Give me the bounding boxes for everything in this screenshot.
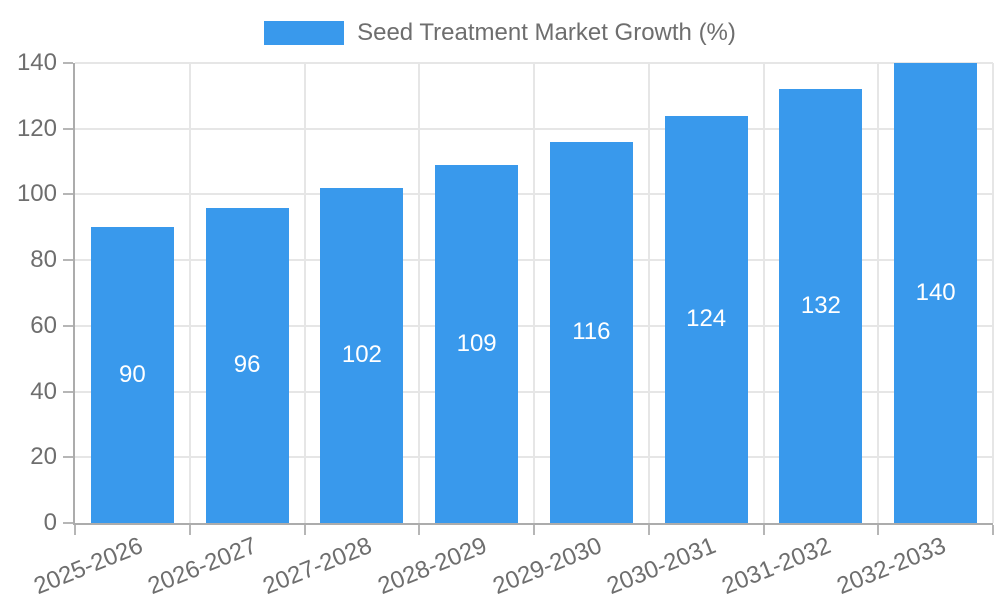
bar-2032-2033[interactable] [894, 63, 978, 523]
y-axis-tick-label: 0 [43, 509, 57, 536]
bar-2029-2030[interactable] [549, 141, 633, 523]
x-gridline [647, 63, 650, 523]
bar-value-label: 140 [915, 279, 956, 306]
bar-2030-2031[interactable] [664, 115, 748, 523]
y-tick-mark [63, 259, 73, 262]
x-tick-mark [418, 525, 421, 535]
x-tick-mark [188, 525, 191, 535]
x-tick-mark [74, 525, 76, 535]
x-axis-tick-label: 2027-2028 [259, 532, 376, 601]
bar-2026-2027[interactable] [205, 207, 289, 523]
y-axis-tick-label: 80 [30, 246, 57, 274]
x-axis-tick-label: 2029-2030 [488, 532, 606, 601]
y-axis-tick-label: 60 [30, 311, 57, 339]
bar-value-label: 90 [119, 361, 146, 389]
x-gridline [877, 63, 880, 523]
x-tick-mark [877, 525, 880, 535]
y-tick-mark [63, 193, 73, 196]
x-tick-mark [992, 525, 994, 535]
x-gridline [418, 63, 421, 523]
x-axis-tick-label: 2032-2033 [832, 532, 950, 601]
x-axis-tick-label: 2026-2027 [144, 532, 261, 601]
legend-swatch [264, 21, 345, 45]
x-axis-tick-label: 2030-2031 [603, 532, 720, 601]
x-gridline [188, 63, 191, 523]
y-tick-mark [63, 324, 73, 327]
legend-label: Seed Treatment Market Growth (%) [357, 19, 736, 46]
x-axis-tick-label: 2025-2026 [29, 532, 147, 601]
x-tick-mark [533, 525, 535, 535]
x-gridline [303, 63, 306, 523]
x-axis-tick-label: 2028-2029 [373, 532, 491, 601]
y-tick-mark [63, 62, 73, 64]
y-axis-tick-label: 100 [16, 180, 57, 208]
x-tick-mark [762, 525, 765, 535]
y-axis-tick-label: 20 [30, 443, 57, 471]
y-axis-tick-label: 140 [16, 49, 57, 76]
y-axis-tick-label: 40 [30, 377, 57, 405]
bar-2031-2032[interactable] [779, 89, 863, 523]
legend-item[interactable]: Seed Treatment Market Growth (%) [0, 19, 1000, 47]
bar-value-label: 116 [572, 318, 611, 346]
y-tick-mark [63, 127, 73, 130]
bar-value-label: 102 [341, 341, 382, 369]
bar-value-label: 96 [233, 351, 261, 379]
y-tick-mark [63, 390, 73, 393]
bar-value-label: 124 [686, 305, 727, 333]
bar-2028-2029[interactable] [435, 164, 519, 523]
x-tick-mark [647, 525, 650, 535]
x-gridline [533, 63, 535, 523]
y-axis-tick-label: 120 [16, 114, 57, 142]
y-tick-mark [63, 522, 73, 524]
x-axis-line [73, 523, 993, 525]
bar-value-label: 132 [800, 292, 841, 320]
bar-2027-2028[interactable] [320, 187, 404, 523]
bar-value-label: 109 [456, 329, 497, 357]
y-axis-line [73, 63, 75, 525]
y-tick-mark [63, 456, 73, 459]
bar-2025-2026[interactable] [90, 227, 174, 523]
x-axis-tick-label: 2031-2032 [718, 532, 835, 601]
x-gridline [992, 63, 994, 523]
x-gridline [762, 63, 765, 523]
x-tick-mark [303, 525, 306, 535]
